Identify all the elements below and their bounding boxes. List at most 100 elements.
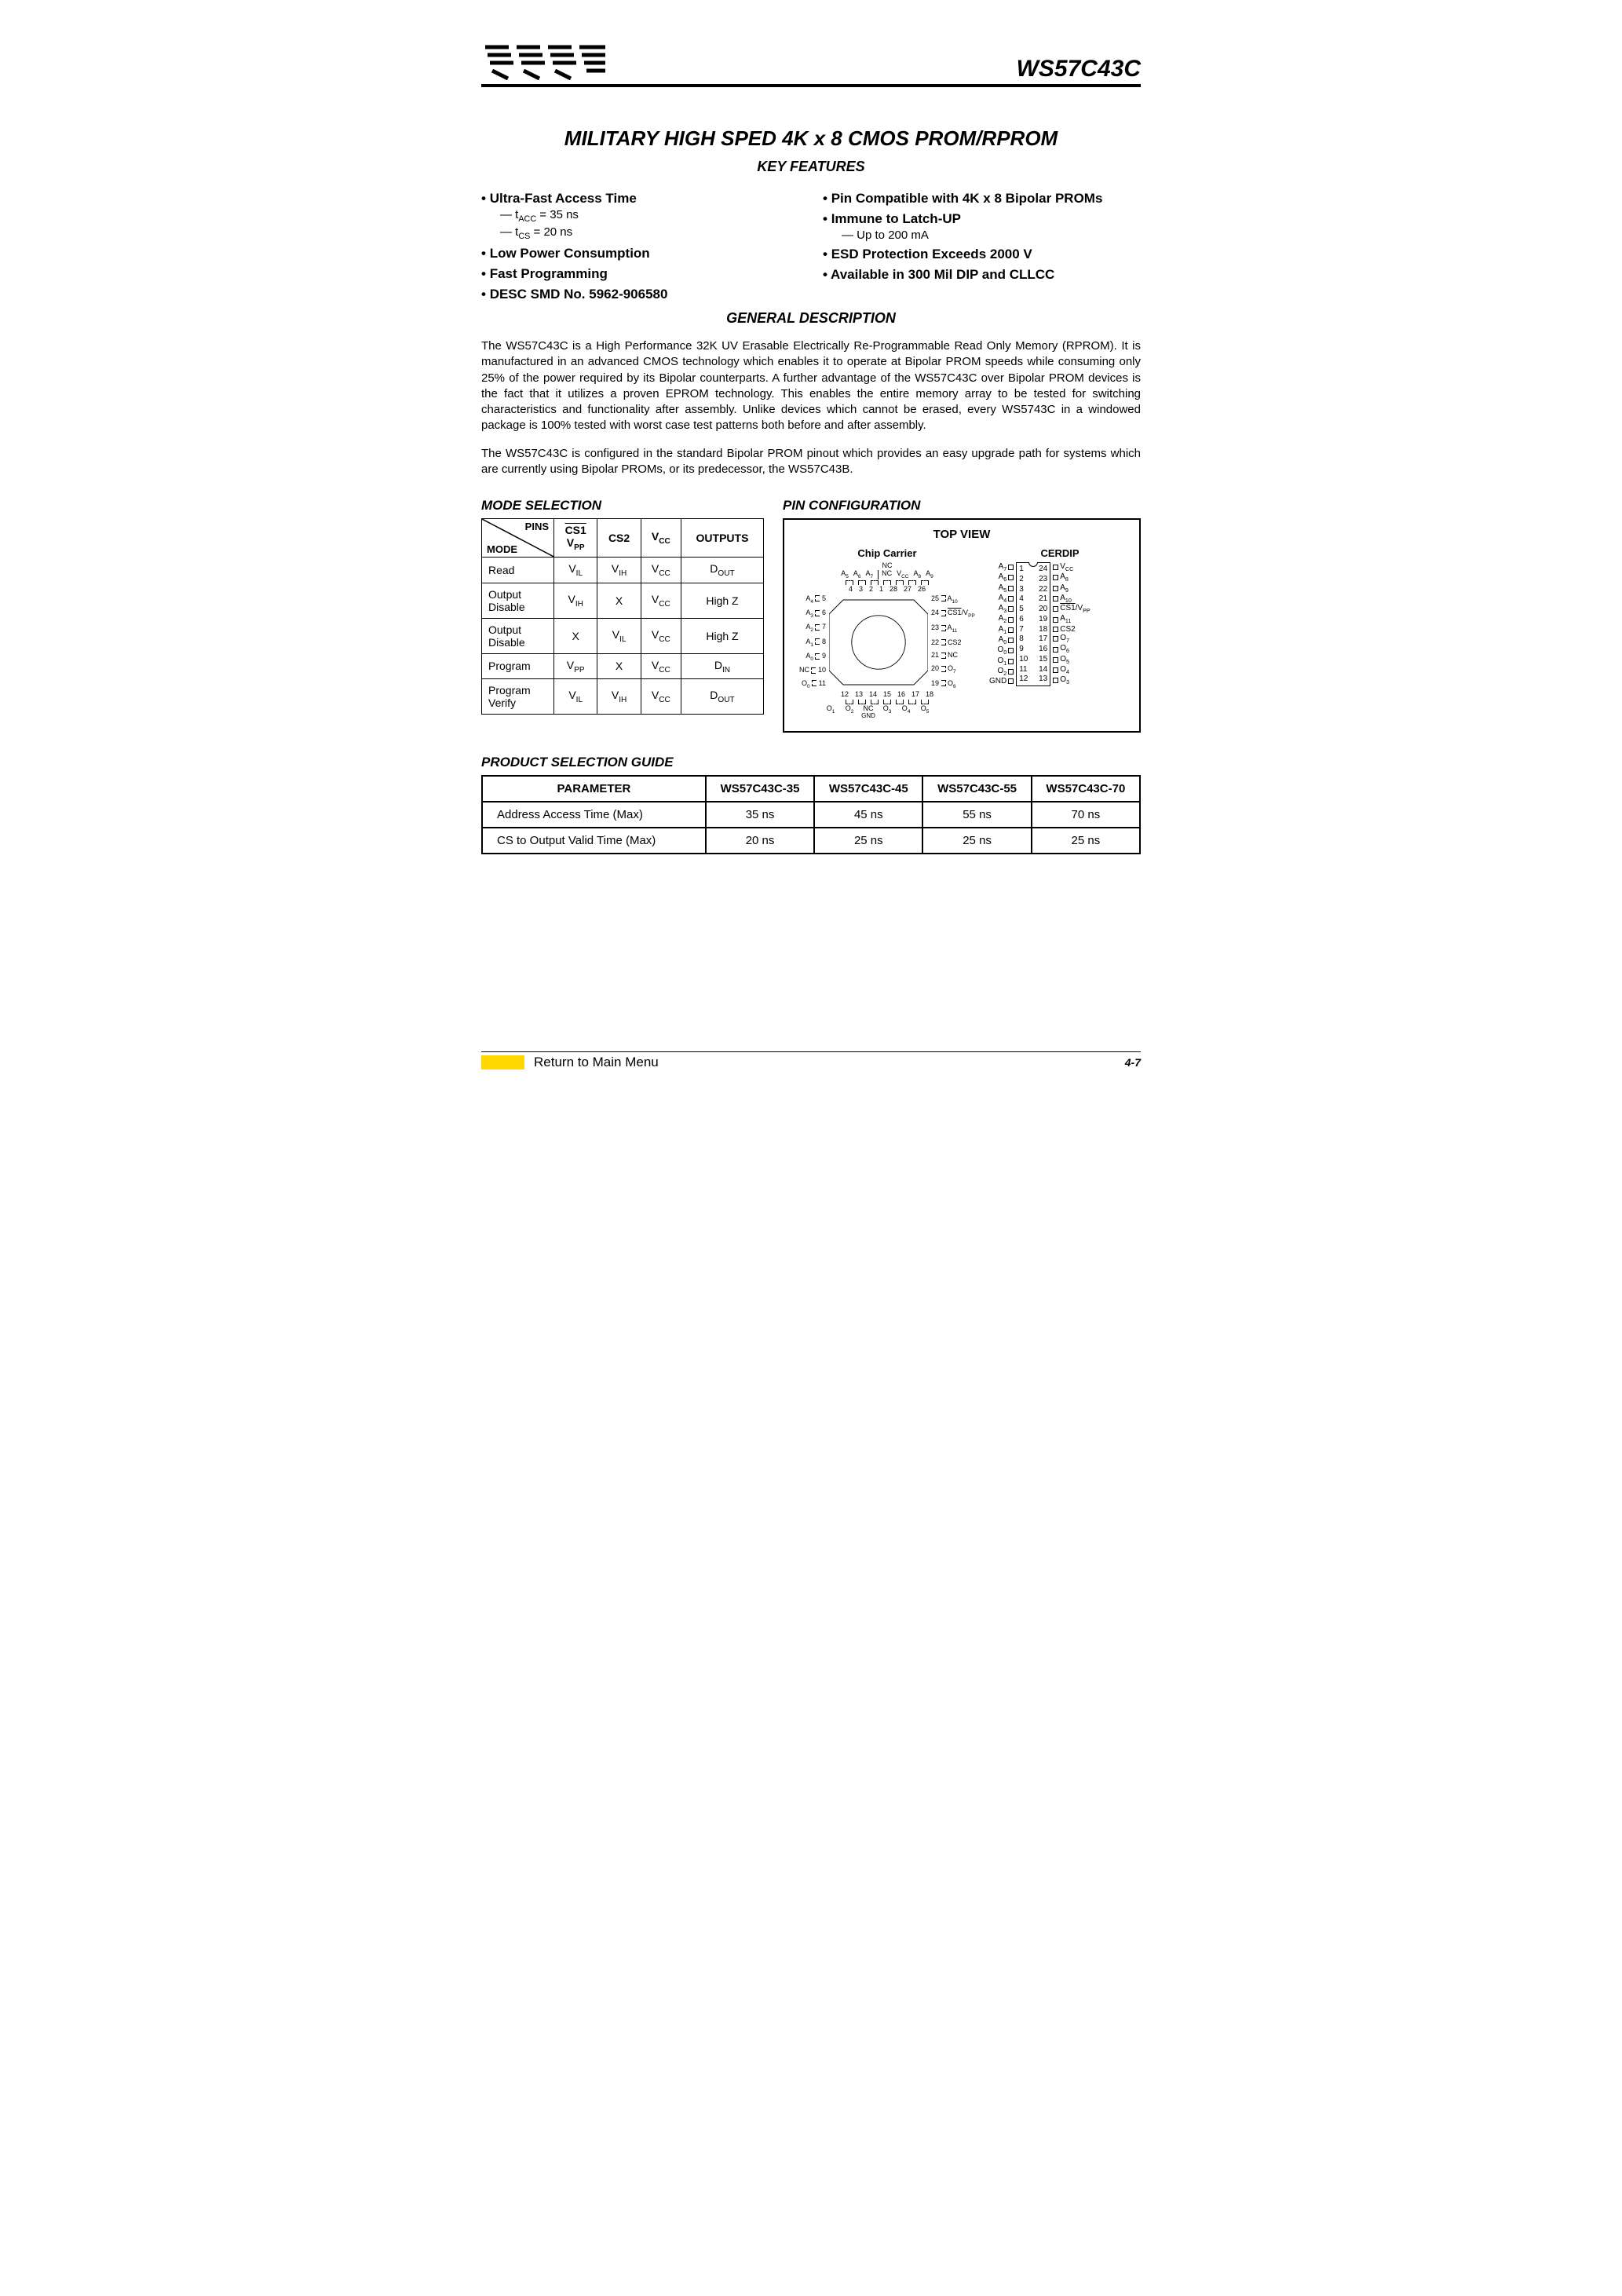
pin-label: O3 bbox=[880, 705, 894, 721]
pin-label: CS1/VPP bbox=[1051, 604, 1090, 614]
pin-label: A4 5 bbox=[793, 595, 826, 605]
feature-item: tCS = 20 ns bbox=[500, 225, 799, 241]
page-number: 4-7 bbox=[1125, 1056, 1141, 1069]
pin-label: A2 7 bbox=[793, 623, 826, 633]
pin-label: 21 NC bbox=[931, 652, 981, 660]
mode-heading: MODE SELECTION bbox=[481, 498, 764, 514]
feature-item: tACC = 35 ns bbox=[500, 208, 799, 224]
pin-label: O2 bbox=[989, 667, 1015, 677]
pin-label: CS2 bbox=[1051, 625, 1090, 634]
feature-item: Up to 200 mA bbox=[842, 229, 1141, 242]
table-header: WS57C43C-45 bbox=[814, 776, 922, 802]
pin-label: A7 bbox=[989, 562, 1015, 572]
pin-label: 19 O6 bbox=[931, 680, 981, 689]
feature-item: Pin Compatible with 4K x 8 Bipolar PROMs bbox=[823, 191, 1141, 207]
table-row: Address Access Time (Max)35 ns45 ns55 ns… bbox=[482, 802, 1140, 828]
pin-heading: PIN CONFIGURATION bbox=[783, 498, 1141, 514]
pin-label: A3 6 bbox=[793, 609, 826, 619]
pin-label: VCC bbox=[1051, 562, 1090, 572]
cerdip-label: CERDIP bbox=[989, 547, 1131, 559]
feature-item: Fast Programming bbox=[481, 266, 799, 282]
pin-label: A7 bbox=[866, 570, 874, 579]
pin-label: O4 bbox=[1051, 665, 1090, 675]
pin-config-box: TOP VIEW Chip Carrier NCA5A6A7NCVCCA8A94… bbox=[783, 518, 1141, 733]
pin-label: O4 bbox=[899, 705, 913, 721]
table-row: ProgramVerifyVILVIHVCCDOUT bbox=[482, 679, 764, 715]
pin-label: O0 bbox=[989, 645, 1015, 656]
pin-label: VCC bbox=[897, 570, 908, 579]
pin-label: 25 A10 bbox=[931, 595, 981, 605]
table-header: WS57C43C-55 bbox=[922, 776, 1031, 802]
feature-item: Low Power Consumption bbox=[481, 246, 799, 261]
cerdip-diagram: A7A6A5A4A3A2A1A0O0O1O2GND 12422332242152… bbox=[989, 562, 1131, 686]
pin-label: A8 bbox=[1051, 572, 1090, 583]
chip-carrier-label: Chip Carrier bbox=[793, 547, 981, 559]
pin-label: O1 bbox=[989, 656, 1015, 667]
pin-label: A5 bbox=[989, 583, 1015, 594]
mode-corner-mode: MODE bbox=[487, 543, 517, 555]
table-row: ReadVILVIHVCCDOUT bbox=[482, 557, 764, 583]
table-header: WS57C43C-70 bbox=[1032, 776, 1140, 802]
pin-label: A8 bbox=[913, 570, 921, 579]
pin-label: O5 bbox=[918, 705, 932, 721]
feature-item: Immune to Latch-UP bbox=[823, 211, 1141, 227]
features-block: Ultra-Fast Access TimetACC = 35 nstCS = … bbox=[481, 186, 1141, 302]
table-row: OutputDisableVIHXVCCHigh Z bbox=[482, 583, 764, 618]
feature-item: Ultra-Fast Access Time bbox=[481, 191, 799, 207]
pin-label: A0 bbox=[989, 635, 1015, 645]
table-header: PARAMETER bbox=[482, 776, 706, 802]
pin-label: A1 bbox=[989, 625, 1015, 635]
pin-label: A9 bbox=[926, 570, 933, 579]
pin-label bbox=[937, 705, 951, 721]
pin-label: A11 bbox=[1051, 614, 1090, 624]
pin-label: O0 11 bbox=[793, 680, 826, 689]
feature-item: Available in 300 Mil DIP and CLLCC bbox=[823, 267, 1141, 283]
feature-item: ESD Protection Exceeds 2000 V bbox=[823, 247, 1141, 262]
pin-label: GND bbox=[989, 677, 1015, 686]
pin-label: NC bbox=[878, 570, 892, 579]
pin-label: A3 bbox=[989, 604, 1015, 614]
part-number: WS57C43C bbox=[1017, 56, 1141, 82]
table-header: WS57C43C-35 bbox=[706, 776, 814, 802]
wsi-logo bbox=[481, 39, 607, 82]
pin-label: NCGND bbox=[861, 705, 875, 721]
pin-label: O1 bbox=[824, 705, 838, 721]
psg-heading: PRODUCT SELECTION GUIDE bbox=[481, 755, 1141, 770]
pin-label: 20 O7 bbox=[931, 665, 981, 675]
pin-label: A9 bbox=[1051, 583, 1090, 594]
gendesc-p2: The WS57C43C is configured in the standa… bbox=[481, 446, 1141, 478]
pin-label: O5 bbox=[1051, 655, 1090, 665]
pin-label: A6 bbox=[989, 572, 1015, 583]
return-link[interactable]: Return to Main Menu bbox=[534, 1055, 659, 1070]
pin-label: NC 10 bbox=[793, 667, 826, 675]
pin-label: A2 bbox=[989, 614, 1015, 624]
gendesc-p1: The WS57C43C is a High Performance 32K U… bbox=[481, 338, 1141, 434]
pin-label: 22 CS2 bbox=[931, 639, 981, 647]
mode-corner-pins: PINS bbox=[525, 521, 549, 532]
table-row: OutputDisableXVILVCCHigh Z bbox=[482, 618, 764, 653]
psg-table: PARAMETERWS57C43C-35WS57C43C-45WS57C43C-… bbox=[481, 775, 1141, 854]
yellow-marker bbox=[481, 1055, 524, 1069]
pin-label: O7 bbox=[1051, 634, 1090, 644]
pin-label: 24 CS1/VPP bbox=[931, 609, 981, 619]
doc-title: MILITARY HIGH SPED 4K x 8 CMOS PROM/RPRO… bbox=[481, 126, 1141, 151]
features-heading: KEY FEATURES bbox=[481, 159, 1141, 175]
pin-label: 23 A11 bbox=[931, 624, 981, 634]
top-view-label: TOP VIEW bbox=[791, 528, 1133, 541]
pin-label: O2 bbox=[842, 705, 857, 721]
pin-label: A10 bbox=[1051, 594, 1090, 604]
pin-label: O6 bbox=[1051, 644, 1090, 654]
pin-label: A6 bbox=[853, 570, 861, 579]
chip-carrier-diagram: NCA5A6A7NCVCCA8A94321282726A4 5A3 6A2 7A… bbox=[793, 562, 981, 720]
pin-label: O3 bbox=[1051, 675, 1090, 686]
mode-selection-table: PINS MODE CS1VPPCS2VCCOUTPUTS ReadVILVIH… bbox=[481, 518, 764, 715]
table-row: ProgramVPPXVCCDIN bbox=[482, 653, 764, 679]
table-row: CS to Output Valid Time (Max)20 ns25 ns2… bbox=[482, 828, 1140, 854]
pin-label: A4 bbox=[989, 594, 1015, 604]
page-header: WS57C43C bbox=[481, 39, 1141, 87]
pin-label: A0 9 bbox=[793, 653, 826, 662]
feature-item: DESC SMD No. 5962-906580 bbox=[481, 287, 799, 302]
page-footer: Return to Main Menu 4-7 bbox=[481, 1051, 1141, 1070]
pin-label: A1 8 bbox=[793, 638, 826, 648]
gendesc-heading: GENERAL DESCRIPTION bbox=[481, 310, 1141, 327]
